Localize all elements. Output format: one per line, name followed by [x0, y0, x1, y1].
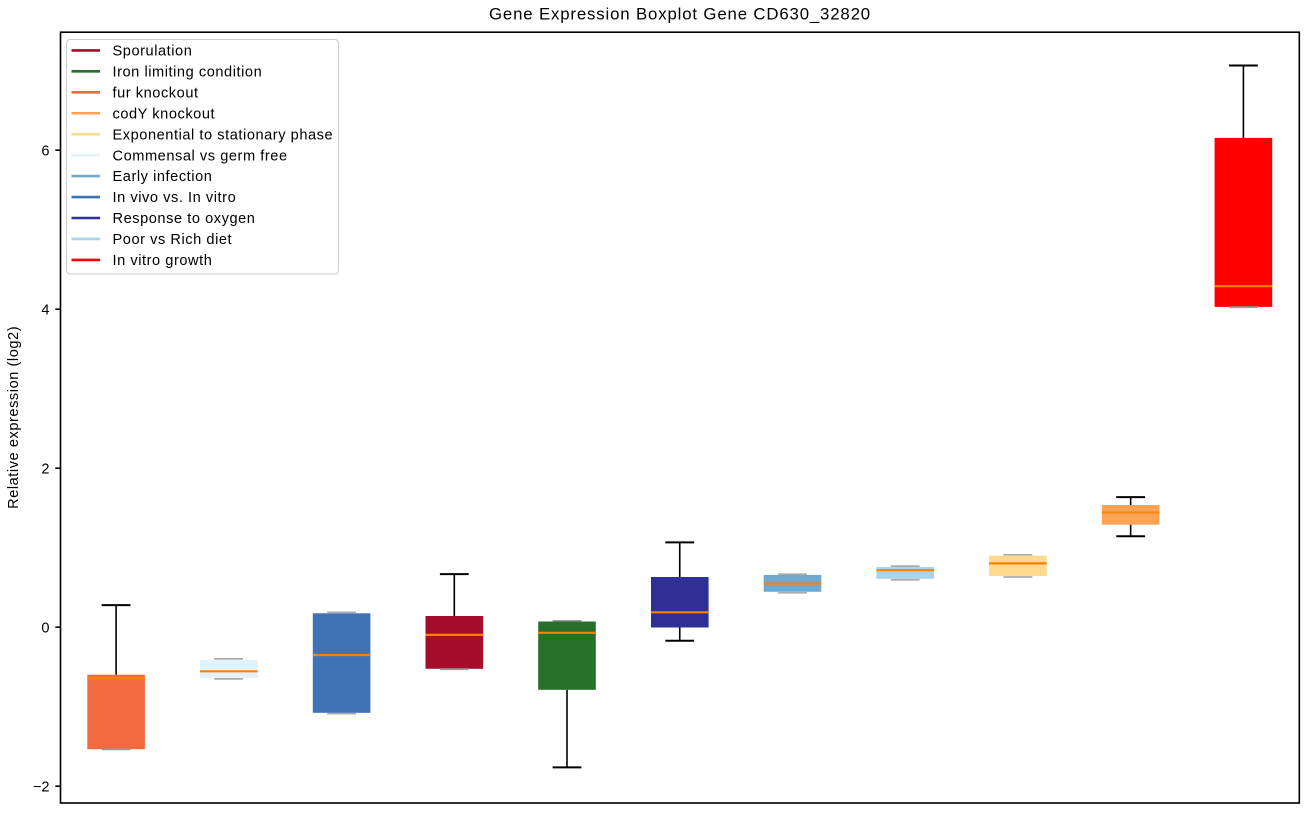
svg-text:Response to oxygen: Response to oxygen — [113, 211, 256, 227]
svg-text:0: 0 — [41, 620, 49, 636]
svg-text:4: 4 — [41, 302, 49, 318]
svg-text:6: 6 — [41, 143, 49, 159]
svg-text:codY knockout: codY knockout — [113, 106, 216, 122]
svg-text:Relative expression (log2): Relative expression (log2) — [6, 326, 22, 509]
svg-text:Iron limiting condition: Iron limiting condition — [113, 64, 263, 80]
svg-text:Commensal vs germ free: Commensal vs germ free — [113, 148, 288, 164]
svg-text:fur knockout: fur knockout — [113, 85, 199, 101]
svg-text:Exponential to stationary phas: Exponential to stationary phase — [113, 127, 334, 143]
svg-text:Early infection: Early infection — [113, 169, 213, 185]
svg-text:Sporulation: Sporulation — [113, 44, 193, 60]
svg-text:In vitro growth: In vitro growth — [113, 253, 213, 269]
svg-text:−2: −2 — [33, 779, 50, 795]
svg-text:Gene Expression Boxplot Gene C: Gene Expression Boxplot Gene CD630_32820 — [489, 5, 871, 24]
svg-text:2: 2 — [41, 461, 49, 477]
svg-text:Poor vs Rich diet: Poor vs Rich diet — [113, 232, 233, 248]
svg-text:In vivo vs. In vitro: In vivo vs. In vitro — [113, 190, 237, 206]
